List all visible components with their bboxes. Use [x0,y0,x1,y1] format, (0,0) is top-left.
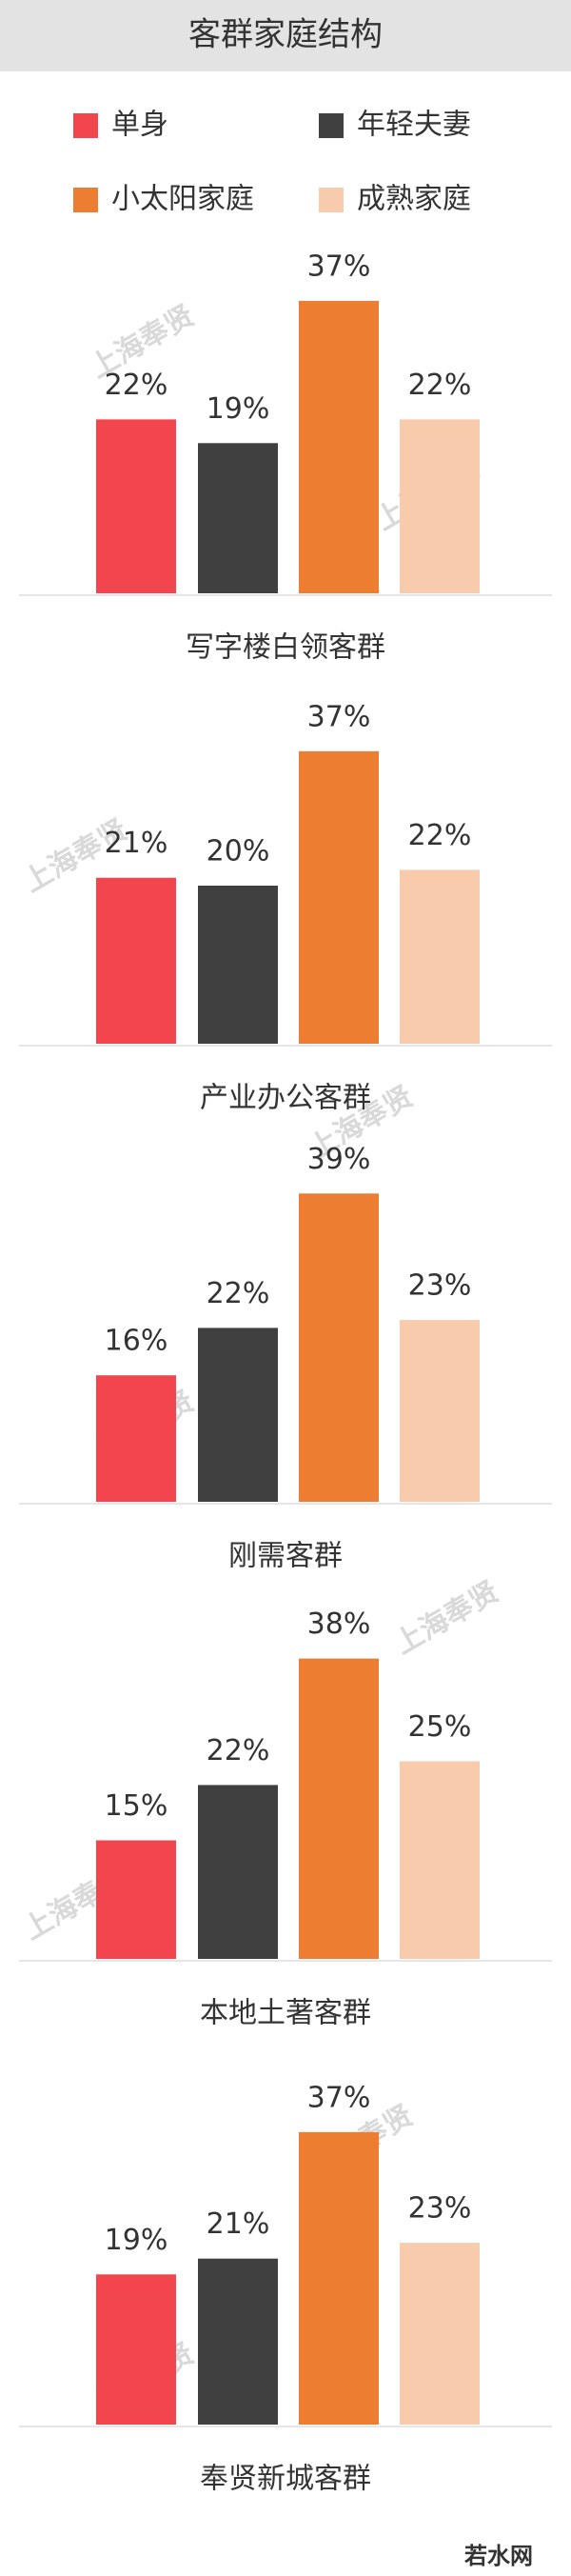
value-label: 37% [307,700,371,733]
bar [198,1328,278,1502]
bar [299,1193,379,1502]
value-label: 37% [307,2081,371,2114]
value-label: 22% [207,1734,270,1767]
bar [96,419,176,593]
legend-swatch [73,113,98,138]
chart-title: 产业办公客群 [200,1082,371,1115]
legend-swatch [319,113,344,138]
value-label: 38% [307,1608,371,1641]
value-label: 25% [408,1710,472,1744]
value-label: 21% [105,827,168,860]
bar [400,2243,480,2425]
value-label: 37% [307,250,371,283]
bar [299,750,379,1044]
value-label: 22% [408,819,472,852]
bar [400,1320,480,1502]
legend-swatch [319,188,344,212]
footer-logo: 若水网 [463,2543,533,2569]
chart-title: 刚需客群 [228,1540,343,1573]
bar [299,1658,379,1959]
value-label: 20% [207,835,270,869]
legend-label: 年轻夫妻 [357,109,471,142]
bar [299,300,379,593]
value-label: 23% [408,2192,472,2226]
legend-label: 小太阳家庭 [111,183,254,216]
legend-label: 成熟家庭 [357,183,471,216]
value-label: 22% [408,369,472,402]
value-label: 22% [105,369,168,402]
bar [400,419,480,593]
legend-swatch [73,188,98,212]
bar [400,869,480,1044]
bar [299,2131,379,2425]
chart-title: 本地土著客群 [200,1997,371,2030]
value-label: 15% [105,1789,168,1823]
chart-title: 写字楼白领客群 [186,631,385,665]
bar [198,1785,278,1959]
bar [96,1375,176,1502]
bar [400,1761,480,1959]
value-label: 21% [207,2207,270,2241]
chart-title: 奉贤新城客群 [200,2463,371,2496]
legend-label: 单身 [111,109,168,142]
bar [198,443,278,593]
watermark: 上海奉贤 [389,1575,504,1661]
bar [96,877,176,1044]
value-label: 19% [105,2224,168,2257]
bar [96,2274,176,2425]
bar [198,886,278,1044]
value-label: 23% [408,1269,472,1303]
bar [198,2258,278,2425]
page-title: 客群家庭结构 [188,16,383,54]
title-bar [0,0,571,71]
value-label: 19% [207,392,270,426]
bar [96,1840,176,1959]
value-label: 22% [207,1277,270,1310]
value-label: 39% [307,1143,371,1176]
value-label: 16% [105,1325,168,1358]
